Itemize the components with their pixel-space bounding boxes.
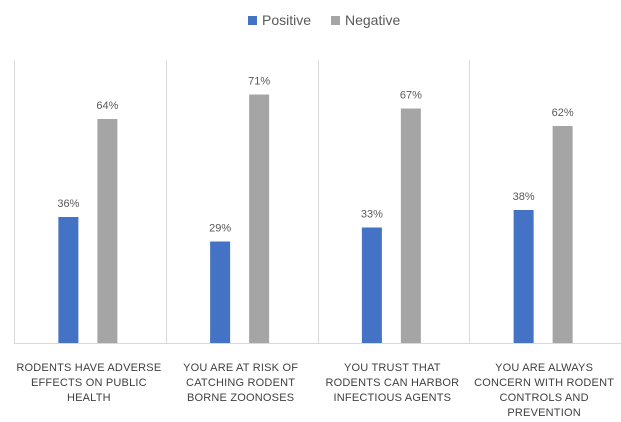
data-label-positive: 29% <box>209 223 231 235</box>
data-label-negative: 71% <box>248 76 270 88</box>
bar-negative <box>97 119 118 343</box>
category-label: RODENTS CAN HARBOR <box>325 377 459 389</box>
legend-swatch-negative <box>331 16 340 25</box>
bar-positive <box>58 217 79 343</box>
bar-negative <box>400 108 421 343</box>
category-label: PREVENTION <box>507 407 581 419</box>
data-label-positive: 36% <box>57 198 79 210</box>
category-label: CATCHING RODENT <box>186 377 295 389</box>
category-label: RODENTS HAVE ADVERSE <box>16 362 161 374</box>
bar-positive <box>361 227 382 343</box>
category-label: INFECTIOUS AGENTS <box>334 392 452 404</box>
category-label: CONTROLS AND <box>500 392 589 404</box>
data-labels: 36% 64% 29% 71% 33% 67% 38% 62% <box>57 76 573 235</box>
category-label: BORNE ZOONOSES <box>187 392 294 404</box>
data-label-negative: 64% <box>96 100 118 112</box>
category-label: YOU ARE AT RISK OF <box>183 362 298 374</box>
bar-negative <box>552 126 573 343</box>
data-label-positive: 33% <box>361 209 383 221</box>
bars <box>58 94 573 343</box>
category-dividers <box>14 60 621 344</box>
category-label: CONCERN WITH RODENT <box>474 377 614 389</box>
data-label-positive: 38% <box>513 191 535 203</box>
legend-swatch-positive <box>248 16 257 25</box>
bar-positive <box>513 210 534 343</box>
legend-label-negative: Negative <box>345 12 400 28</box>
legend-label-positive: Positive <box>262 12 311 28</box>
bar-positive <box>210 241 231 343</box>
category-label: YOU TRUST THAT <box>344 362 441 374</box>
bar-negative <box>249 94 270 343</box>
category-label: HEALTH <box>67 392 111 404</box>
chart-legend: Positive Negative <box>248 12 400 28</box>
data-label-negative: 62% <box>552 107 574 119</box>
category-labels: RODENTS HAVE ADVERSE EFFECTS ON PUBLIC HEA… <box>16 362 614 419</box>
data-label-negative: 67% <box>400 90 422 102</box>
category-label: EFFECTS ON PUBLIC <box>31 377 147 389</box>
category-label: YOU ARE ALWAYS <box>495 362 593 374</box>
